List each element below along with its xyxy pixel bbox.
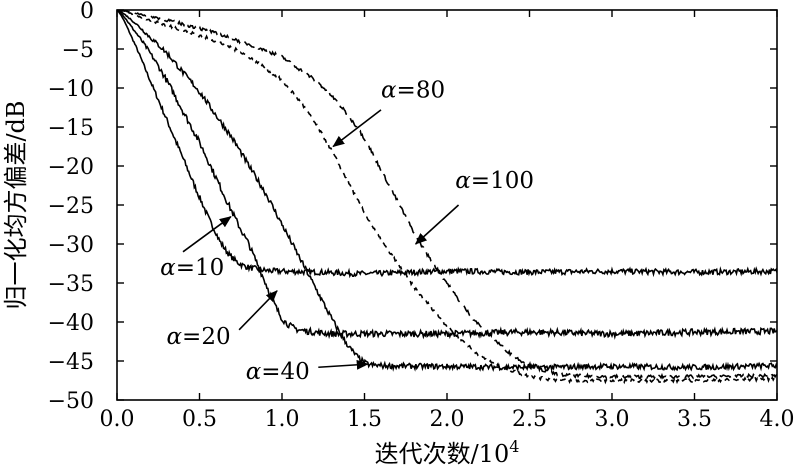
y-tick-label: −40 (48, 311, 94, 336)
y-tick-label: −25 (48, 194, 94, 219)
x-tick-label: 2.5 (512, 407, 547, 432)
axis-tick-labels: 0.0 0.5 1.0 1.5 2.0 2.5 3.0 3.5 4.0 0 −5 −10 −15 −20 −… (48, 0, 795, 432)
y-tick-label: −45 (48, 350, 94, 375)
series-line (117, 10, 777, 340)
y-axis-title: 归一化均方偏差/dB (2, 100, 30, 309)
annotation-value: =10 (176, 255, 225, 281)
annotation-alpha: α (455, 168, 471, 194)
y-tick-label: −35 (48, 272, 94, 297)
y-tick-label: 0 (80, 0, 94, 24)
annotation-alpha: α (167, 324, 183, 350)
axis-ticks (116, 9, 778, 401)
series-line (117, 10, 777, 381)
y-tick-label: −50 (48, 389, 94, 414)
annotation-value: =100 (471, 168, 534, 194)
x-axis-title-base: 迭代次数/10 (375, 440, 510, 468)
annotation-label: α=100 (455, 168, 534, 194)
y-tick-label: −5 (62, 38, 94, 63)
x-tick-label: 0.0 (100, 407, 135, 432)
annotation-alpha: α (381, 77, 397, 103)
x-axis-title: 迭代次数/104 (375, 437, 520, 468)
x-tick-label: 0.5 (182, 407, 217, 432)
annotation-arrow (182, 216, 232, 253)
y-tick-label: −15 (48, 116, 94, 141)
x-tick-label: 3.0 (595, 407, 630, 432)
y-tick-label: −10 (48, 77, 94, 102)
annotation-label: α=20 (167, 324, 231, 350)
x-tick-label: 3.5 (677, 407, 712, 432)
annotations: α=10α=20α=40α=80α=100 (160, 77, 534, 385)
x-tick-label: 1.5 (347, 407, 382, 432)
annotation-label: α=80 (381, 77, 445, 103)
x-tick-label: 4.0 (760, 407, 795, 432)
annotation-value: =20 (182, 324, 231, 350)
annotation-alpha: α (246, 359, 262, 385)
annotation-label: α=10 (160, 255, 224, 281)
x-tick-label: 2.0 (430, 407, 465, 432)
x-tick-label: 1.0 (265, 407, 300, 432)
series-line (117, 10, 777, 373)
series-line (117, 10, 777, 385)
annotation-value: =80 (397, 77, 446, 103)
annotation-arrow (318, 359, 369, 370)
series-line (117, 10, 777, 279)
annotation-arrow (238, 290, 278, 331)
series-layer (117, 10, 777, 385)
annotation-value: =40 (261, 359, 310, 385)
y-tick-label: −30 (48, 233, 94, 258)
y-tick-label: −20 (48, 155, 94, 180)
annotation-arrow (414, 204, 460, 245)
annotation-alpha: α (160, 255, 176, 281)
annotation-label: α=40 (246, 359, 310, 385)
annotation-arrow (332, 109, 382, 148)
x-axis-title-exponent: 4 (509, 437, 519, 456)
